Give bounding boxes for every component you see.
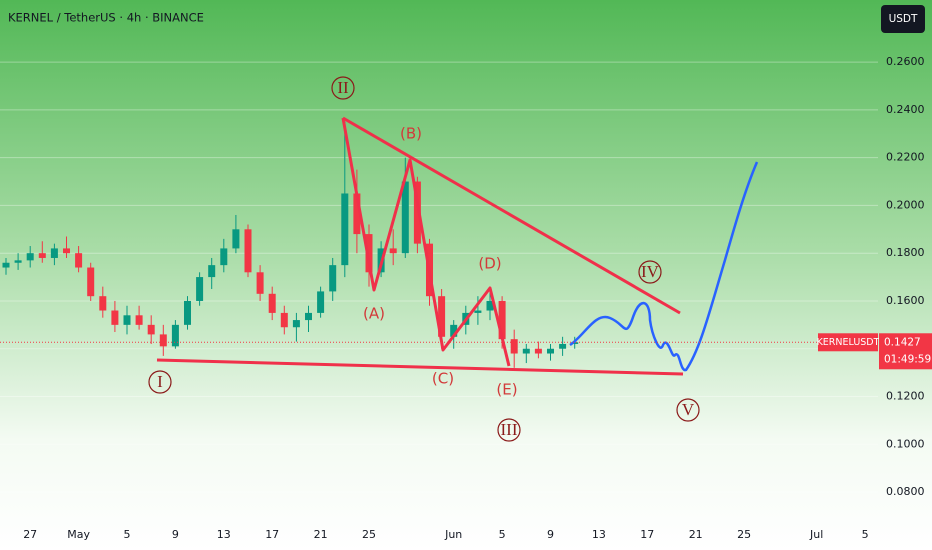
sub-wave-label: (E) (496, 381, 517, 399)
candle-body (232, 229, 240, 249)
candle-body (450, 324, 458, 337)
candle-body (268, 293, 276, 313)
candle-body (486, 300, 494, 311)
candle-body (196, 277, 204, 301)
currency-button[interactable] (881, 5, 925, 33)
candle-body (305, 312, 312, 321)
candle-body (522, 348, 530, 354)
candle-body (147, 324, 155, 335)
sub-wave-label: (B) (400, 125, 422, 143)
candle-body (510, 339, 518, 354)
projection-path (569, 161, 759, 372)
sub-wave-label: (C) (432, 370, 454, 388)
candle-body (353, 193, 361, 235)
candle-body (256, 272, 264, 294)
candle-body (547, 348, 554, 354)
price-tag-label: 0.1427 (884, 336, 921, 348)
symbol-tag (818, 333, 878, 352)
y-tick-label: 0.2000 (886, 198, 925, 211)
candle-body (2, 262, 10, 268)
trend-line (156, 358, 684, 376)
y-tick-label: 0.0800 (886, 485, 925, 498)
trend-line (342, 116, 681, 315)
wave-path (341, 117, 511, 367)
candle-body (559, 343, 567, 349)
candle-body (123, 315, 131, 325)
candle-body (14, 260, 22, 263)
y-tick-label: 0.2600 (886, 55, 925, 68)
x-tick-label: 13 (217, 528, 231, 541)
x-tick-label: Jun (444, 528, 462, 541)
candle-body (341, 193, 349, 266)
candle-body (26, 253, 34, 261)
candle-body (38, 253, 46, 258)
candle-body (87, 267, 95, 297)
symbol-tag-label: KERNELUSDT (817, 337, 880, 348)
wave-label: II (337, 78, 349, 97)
x-tick-label: Jul (809, 528, 823, 541)
x-tick-label: 27 (23, 528, 37, 541)
candle-body (50, 248, 58, 258)
currency-button-label[interactable]: USDT (889, 13, 918, 25)
candle-body (75, 253, 83, 268)
sub-wave-label: (D) (478, 255, 501, 273)
candle-body (571, 342, 579, 344)
price-tag (879, 333, 932, 370)
drawings (156, 116, 684, 376)
x-tick-label: 25 (362, 528, 376, 541)
x-tick-label: 13 (592, 528, 606, 541)
x-tick-label: 25 (737, 528, 751, 541)
countdown-label: 01:49:59 (884, 353, 931, 365)
candle-body (135, 315, 143, 325)
y-tick-label: 0.1000 (886, 437, 925, 450)
y-tick-label: 0.1600 (886, 294, 925, 307)
x-tick-label: 9 (172, 528, 179, 541)
candle-body (244, 229, 252, 273)
x-tick-label: 17 (640, 528, 654, 541)
candle-body (329, 265, 337, 292)
wave-label: III (501, 420, 518, 439)
y-tick-label: 0.1200 (886, 390, 925, 403)
x-tick-label: May (67, 528, 90, 541)
sub-wave-label: (A) (363, 305, 385, 323)
candle-body (438, 296, 446, 337)
candle-body (208, 265, 216, 278)
candle-body (389, 248, 397, 254)
x-tick-label: 5 (862, 528, 869, 541)
x-tick-label: 5 (499, 528, 506, 541)
x-tick-label: 21 (314, 528, 328, 541)
candle-body (292, 320, 300, 328)
wave-circles (148, 76, 700, 442)
wave-label: V (682, 400, 695, 419)
candle-body (99, 296, 107, 311)
y-tick-label: 0.1800 (886, 246, 925, 259)
candle-body (111, 310, 119, 325)
candle-body (534, 348, 542, 354)
y-tick-label: 0.2400 (886, 103, 925, 116)
candle-body (280, 312, 288, 328)
candle-body (171, 324, 179, 347)
candle-body (474, 310, 482, 313)
y-tick-label: 0.2200 (886, 151, 925, 164)
candle-body (63, 248, 70, 254)
x-tick-label: 9 (547, 528, 554, 541)
candle-body (159, 334, 167, 347)
candle-body (401, 181, 409, 254)
chart-title: KERNEL / TetherUS · 4h · BINANCE (8, 11, 204, 25)
wave-label: IV (641, 262, 660, 281)
candle-body (184, 300, 191, 325)
x-tick-label: 5 (124, 528, 131, 541)
candle-body (220, 248, 228, 266)
x-tick-label: 17 (265, 528, 279, 541)
wave-label: I (157, 372, 163, 391)
candle-body (498, 300, 506, 340)
candle-body (317, 291, 325, 313)
candle-body (413, 181, 421, 244)
x-tick-label: 21 (689, 528, 703, 541)
candle-body (365, 234, 373, 273)
